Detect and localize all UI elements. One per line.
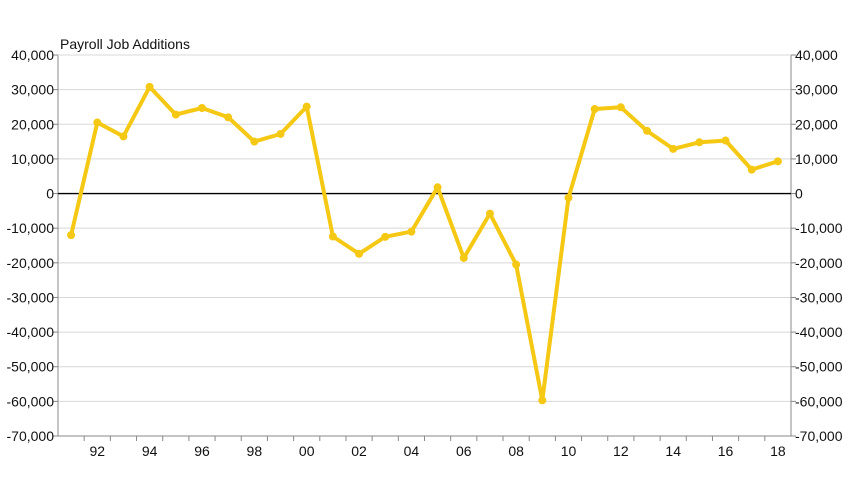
series-line bbox=[69, 84, 780, 403]
y-tick-label-left: -50,000 bbox=[7, 359, 55, 375]
y-tick-label-left: -70,000 bbox=[7, 428, 55, 444]
data-point bbox=[93, 118, 102, 127]
x-tick-label: 10 bbox=[561, 443, 577, 459]
x-tick-label: 96 bbox=[194, 443, 210, 459]
x-tick-label: 98 bbox=[247, 443, 263, 459]
y-axis-labels-left: 40,000 30,000 20,000 10,000 0 -10,000 -20,000 -… bbox=[7, 47, 58, 444]
x-tick-label: 94 bbox=[142, 443, 158, 459]
x-tick-label: 92 bbox=[89, 443, 105, 459]
data-point bbox=[276, 129, 285, 138]
data-point bbox=[328, 232, 337, 241]
y-tick-label-right: -70,000 bbox=[795, 428, 843, 444]
x-tick-label: 08 bbox=[508, 443, 524, 459]
x-tick-label: 14 bbox=[665, 443, 681, 459]
data-point bbox=[564, 193, 573, 202]
y-tick-label-right: -20,000 bbox=[795, 255, 843, 271]
y-tick-label-left: 40,000 bbox=[11, 47, 54, 63]
data-point bbox=[616, 103, 625, 112]
data-point bbox=[407, 227, 416, 236]
y-tick-label-left: -60,000 bbox=[7, 393, 55, 409]
data-point bbox=[250, 137, 259, 146]
x-tick-label: 00 bbox=[299, 443, 315, 459]
y-tick-label-right: -30,000 bbox=[795, 289, 843, 305]
y-tick-label-right: 40,000 bbox=[795, 47, 838, 63]
y-tick-label-left: 10,000 bbox=[11, 151, 54, 167]
y-tick-label-right: -40,000 bbox=[795, 324, 843, 340]
data-point bbox=[485, 209, 494, 218]
y-tick-label-left: -40,000 bbox=[7, 324, 55, 340]
y-tick-label-right: 0 bbox=[795, 186, 803, 202]
x-tick-label: 04 bbox=[404, 443, 420, 459]
y-tick-label-right: -10,000 bbox=[795, 220, 843, 236]
data-point bbox=[197, 103, 206, 112]
data-point bbox=[590, 105, 599, 114]
x-tick-label: 16 bbox=[718, 443, 734, 459]
grid-lines bbox=[58, 89, 791, 402]
data-point bbox=[67, 231, 76, 240]
x-axis-labels: 92 94 96 98 00 02 04 06 08 10 12 14 16 18 bbox=[89, 443, 785, 459]
data-point bbox=[171, 110, 180, 119]
x-axis-ticks bbox=[83, 436, 766, 441]
x-tick-label: 06 bbox=[456, 443, 472, 459]
y-tick-label-right: -60,000 bbox=[795, 393, 843, 409]
y-tick-label-right: 10,000 bbox=[795, 151, 838, 167]
data-point bbox=[747, 165, 756, 174]
data-point bbox=[538, 396, 547, 405]
y-axis-labels-right: 40,000 30,000 20,000 10,000 0 -10,000 -20,000 -… bbox=[791, 47, 843, 444]
series-group bbox=[67, 82, 782, 405]
y-tick-label-right: 30,000 bbox=[795, 82, 838, 98]
y-tick-label-right: -50,000 bbox=[795, 359, 843, 375]
data-point bbox=[302, 102, 311, 111]
data-point bbox=[224, 113, 233, 122]
y-tick-label-left: 30,000 bbox=[11, 82, 54, 98]
data-point bbox=[119, 132, 128, 141]
data-point bbox=[721, 136, 730, 145]
data-point bbox=[695, 138, 704, 147]
y-tick-label-left: 0 bbox=[46, 186, 54, 202]
x-tick-label: 18 bbox=[770, 443, 786, 459]
data-point bbox=[145, 82, 154, 91]
x-tick-label: 02 bbox=[351, 443, 367, 459]
chart-title: Payroll Job Additions bbox=[60, 36, 190, 52]
data-point bbox=[355, 249, 364, 258]
y-tick-label-right: 20,000 bbox=[795, 116, 838, 132]
y-tick-label-left: -30,000 bbox=[7, 289, 55, 305]
x-tick-label: 12 bbox=[613, 443, 629, 459]
data-point bbox=[459, 253, 468, 262]
data-point bbox=[512, 260, 521, 269]
data-point bbox=[381, 232, 390, 241]
data-point bbox=[669, 144, 678, 153]
data-point bbox=[773, 157, 782, 166]
y-tick-label-left: -10,000 bbox=[7, 220, 55, 236]
y-tick-label-left: -20,000 bbox=[7, 255, 55, 271]
data-point bbox=[433, 183, 442, 192]
data-point bbox=[643, 126, 652, 135]
y-tick-label-left: 20,000 bbox=[11, 116, 54, 132]
